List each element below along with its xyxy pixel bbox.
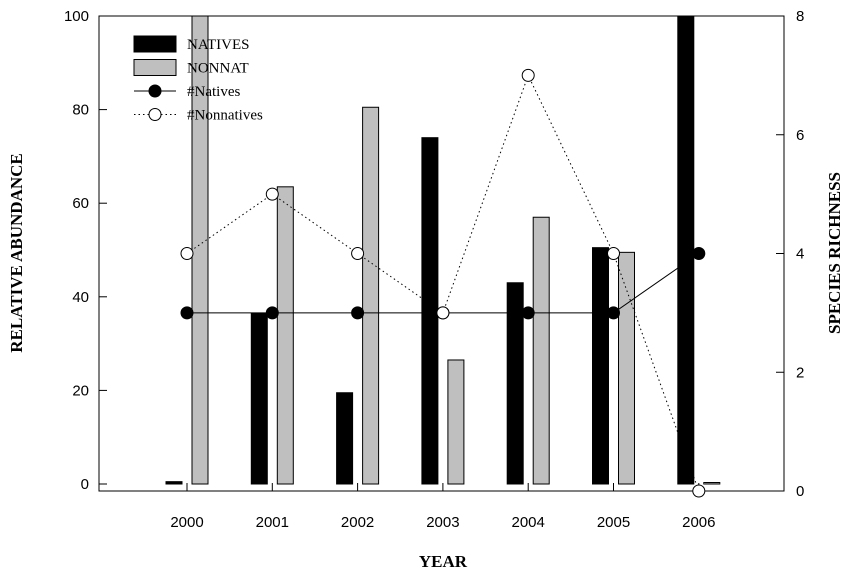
bar-natives — [677, 15, 695, 485]
point-nonnatives — [180, 247, 194, 260]
x-tick-label: 2000 — [170, 514, 203, 531]
point-nonnatives — [607, 247, 620, 260]
bar-nonnat — [618, 251, 635, 485]
bar-nonnat — [362, 106, 380, 485]
bar-natives — [250, 312, 268, 485]
legend-label: NATIVES — [187, 37, 250, 53]
left-tick-label: 100 — [64, 8, 89, 25]
bar-natives — [592, 247, 609, 485]
legend-marker — [148, 84, 162, 98]
y-axis-title: RELATIVE ABUNDANCE — [7, 153, 26, 352]
y2-axis-title: SPECIES RICHNESS — [825, 172, 844, 334]
bar-nonnat — [276, 186, 294, 485]
left-tick-label: 80 — [72, 102, 89, 119]
point-nonnatives — [351, 247, 365, 260]
point-natives — [265, 306, 279, 320]
point-nonnatives — [265, 187, 279, 201]
bars — [165, 15, 721, 485]
bar-natives — [421, 137, 439, 485]
right-tick-label: 0 — [796, 483, 804, 500]
point-natives — [351, 306, 365, 320]
lines — [180, 68, 706, 498]
point-nonnatives — [436, 306, 450, 320]
tick-labels: 0 20 40 60 80 100 0 2 4 6 8 2000 2001 2002 2003 2004 200… — [64, 8, 804, 531]
legend-label: NONNAT — [187, 61, 249, 77]
bar-nonnat — [447, 359, 465, 485]
bar-natives — [506, 282, 524, 485]
point-natives — [180, 306, 194, 320]
right-tick-label: 6 — [796, 127, 804, 144]
legend-swatch — [133, 35, 177, 53]
point-natives — [607, 306, 620, 320]
right-tick-label: 2 — [796, 364, 804, 381]
bar-natives — [336, 392, 354, 485]
point-nonnatives — [521, 68, 535, 82]
legend-label: #Natives — [187, 84, 240, 100]
bar-nonnat — [532, 216, 550, 485]
left-tick-label: 40 — [72, 289, 89, 306]
axes — [98, 15, 785, 492]
x-tick-label: 2002 — [341, 514, 374, 531]
x-tick-label: 2005 — [597, 514, 630, 531]
point-natives — [692, 247, 706, 260]
left-tick-label: 0 — [81, 476, 89, 493]
legend: NATIVES NONNAT #Natives #Nonnatives — [133, 35, 263, 124]
x-axis-title: YEAR — [419, 552, 468, 571]
x-tick-label: 2001 — [256, 514, 289, 531]
legend-label: #Nonnatives — [187, 108, 263, 124]
right-tick-label: 8 — [796, 8, 804, 25]
x-tick-label: 2006 — [682, 514, 715, 531]
legend-marker — [148, 108, 162, 121]
left-tick-label: 20 — [72, 382, 89, 399]
bar-nonnat — [703, 482, 721, 485]
right-tick-label: 4 — [796, 246, 804, 263]
x-tick-label: 2004 — [512, 514, 545, 531]
point-natives — [521, 306, 535, 320]
x-tick-label: 2003 — [426, 514, 459, 531]
bar-natives — [165, 481, 183, 485]
point-nonnatives — [692, 484, 706, 498]
legend-swatch — [133, 59, 177, 76]
left-tick-label: 60 — [72, 195, 89, 212]
